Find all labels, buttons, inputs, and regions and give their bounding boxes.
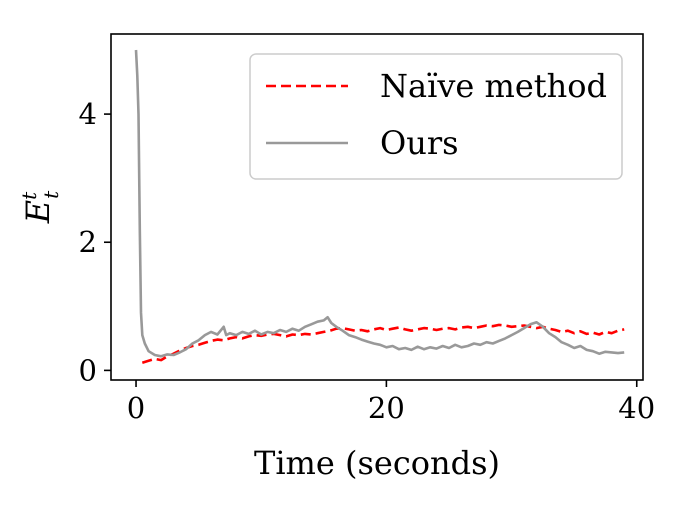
x-tick-label: 20: [368, 391, 405, 425]
ticks-layer: 0 20 40 0 2 4: [79, 97, 656, 425]
y-tick-label: 2: [79, 225, 97, 259]
x-tick-label: 40: [618, 391, 655, 425]
legend: Naïve method Ours: [249, 53, 623, 180]
series-line-naive-method: [141, 323, 625, 364]
series-line-ours: [134, 49, 625, 358]
x-axis-label: Time (seconds): [254, 444, 500, 482]
y-axis-label-superscript: t: [17, 191, 41, 200]
x-axis-label-text: Time (seconds): [254, 444, 500, 482]
series-layer: [134, 49, 625, 364]
svg-text:Ett: Ett: [17, 190, 63, 224]
y-tick-label: 0: [79, 353, 97, 387]
plot-frame: [110, 33, 644, 381]
legend-label-ours: Ours: [380, 124, 459, 162]
y-axis-label: Ett: [17, 190, 63, 224]
y-tick-label: 4: [79, 97, 97, 131]
y-axis-label-base: E: [19, 200, 57, 224]
y-axis-label-subscript: t: [39, 190, 63, 199]
x-tick-label: 0: [127, 391, 145, 425]
legend-label-naive: Naïve method: [380, 67, 607, 105]
